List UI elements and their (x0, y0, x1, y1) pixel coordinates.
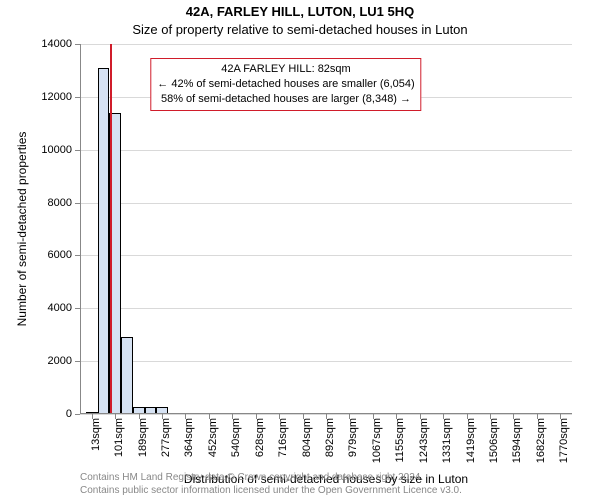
footer-line: Contains public sector information licen… (80, 485, 462, 498)
chart-title-main: 42A, FARLEY HILL, LUTON, LU1 5HQ (0, 4, 600, 19)
xtick-label: 277sqm (160, 418, 172, 457)
x-axis-line (80, 413, 572, 414)
annotation-line: 58% of semi-detached houses are larger (… (157, 92, 414, 107)
chart-root: 42A, FARLEY HILL, LUTON, LU1 5HQ Size of… (0, 0, 600, 500)
gridline-h (80, 308, 572, 309)
xtick-label: 892sqm (324, 418, 336, 457)
ytick-label: 14000 (12, 38, 72, 50)
ytick-label: 4000 (12, 302, 72, 314)
y-axis-line (80, 44, 81, 414)
ytick-label: 6000 (12, 249, 72, 261)
xtick-label: 1594sqm (511, 418, 523, 463)
xtick-label: 13sqm (90, 418, 102, 451)
xtick-label: 1419sqm (465, 418, 477, 463)
footer-attribution: Contains HM Land Registry data © Crown c… (80, 472, 462, 497)
property-annotation: 42A FARLEY HILL: 82sqm← 42% of semi-deta… (150, 58, 421, 111)
xtick-label: 1067sqm (371, 418, 383, 463)
ytick-mark (75, 414, 80, 415)
gridline-h (80, 203, 572, 204)
xtick-label: 628sqm (254, 418, 266, 457)
chart-title-sub: Size of property relative to semi-detach… (0, 22, 600, 37)
property-marker-line (110, 44, 112, 414)
xtick-label: 1243sqm (418, 418, 430, 463)
xtick-label: 1506sqm (488, 418, 500, 463)
gridline-h (80, 255, 572, 256)
ytick-label: 2000 (12, 355, 72, 367)
xtick-label: 452sqm (207, 418, 219, 457)
ytick-label: 10000 (12, 144, 72, 156)
xtick-label: 540sqm (230, 418, 242, 457)
ytick-label: 8000 (12, 197, 72, 209)
xtick-label: 979sqm (347, 418, 359, 457)
ytick-label: 0 (12, 408, 72, 420)
plot-area: 0200040006000800010000120001400013sqm101… (80, 44, 572, 414)
xtick-label: 1155sqm (394, 418, 406, 462)
xtick-label: 804sqm (301, 418, 313, 457)
xtick-label: 189sqm (137, 418, 149, 457)
annotation-line: 42A FARLEY HILL: 82sqm (157, 62, 414, 77)
ytick-label: 12000 (12, 91, 72, 103)
xtick-label: 364sqm (183, 418, 195, 457)
gridline-h (80, 150, 572, 151)
xtick-label: 101sqm (113, 418, 125, 457)
histogram-bar (121, 337, 133, 414)
footer-line: Contains HM Land Registry data © Crown c… (80, 472, 462, 485)
xtick-label: 1770sqm (558, 418, 570, 463)
histogram-bar (98, 68, 110, 414)
xtick-label: 716sqm (277, 418, 289, 457)
xtick-label: 1682sqm (535, 418, 547, 463)
xtick-label: 1331sqm (441, 418, 453, 463)
gridline-h (80, 44, 572, 45)
y-axis-label: Number of semi-detached properties (15, 132, 29, 327)
annotation-line: ← 42% of semi-detached houses are smalle… (157, 77, 414, 92)
gridline-h (80, 361, 572, 362)
